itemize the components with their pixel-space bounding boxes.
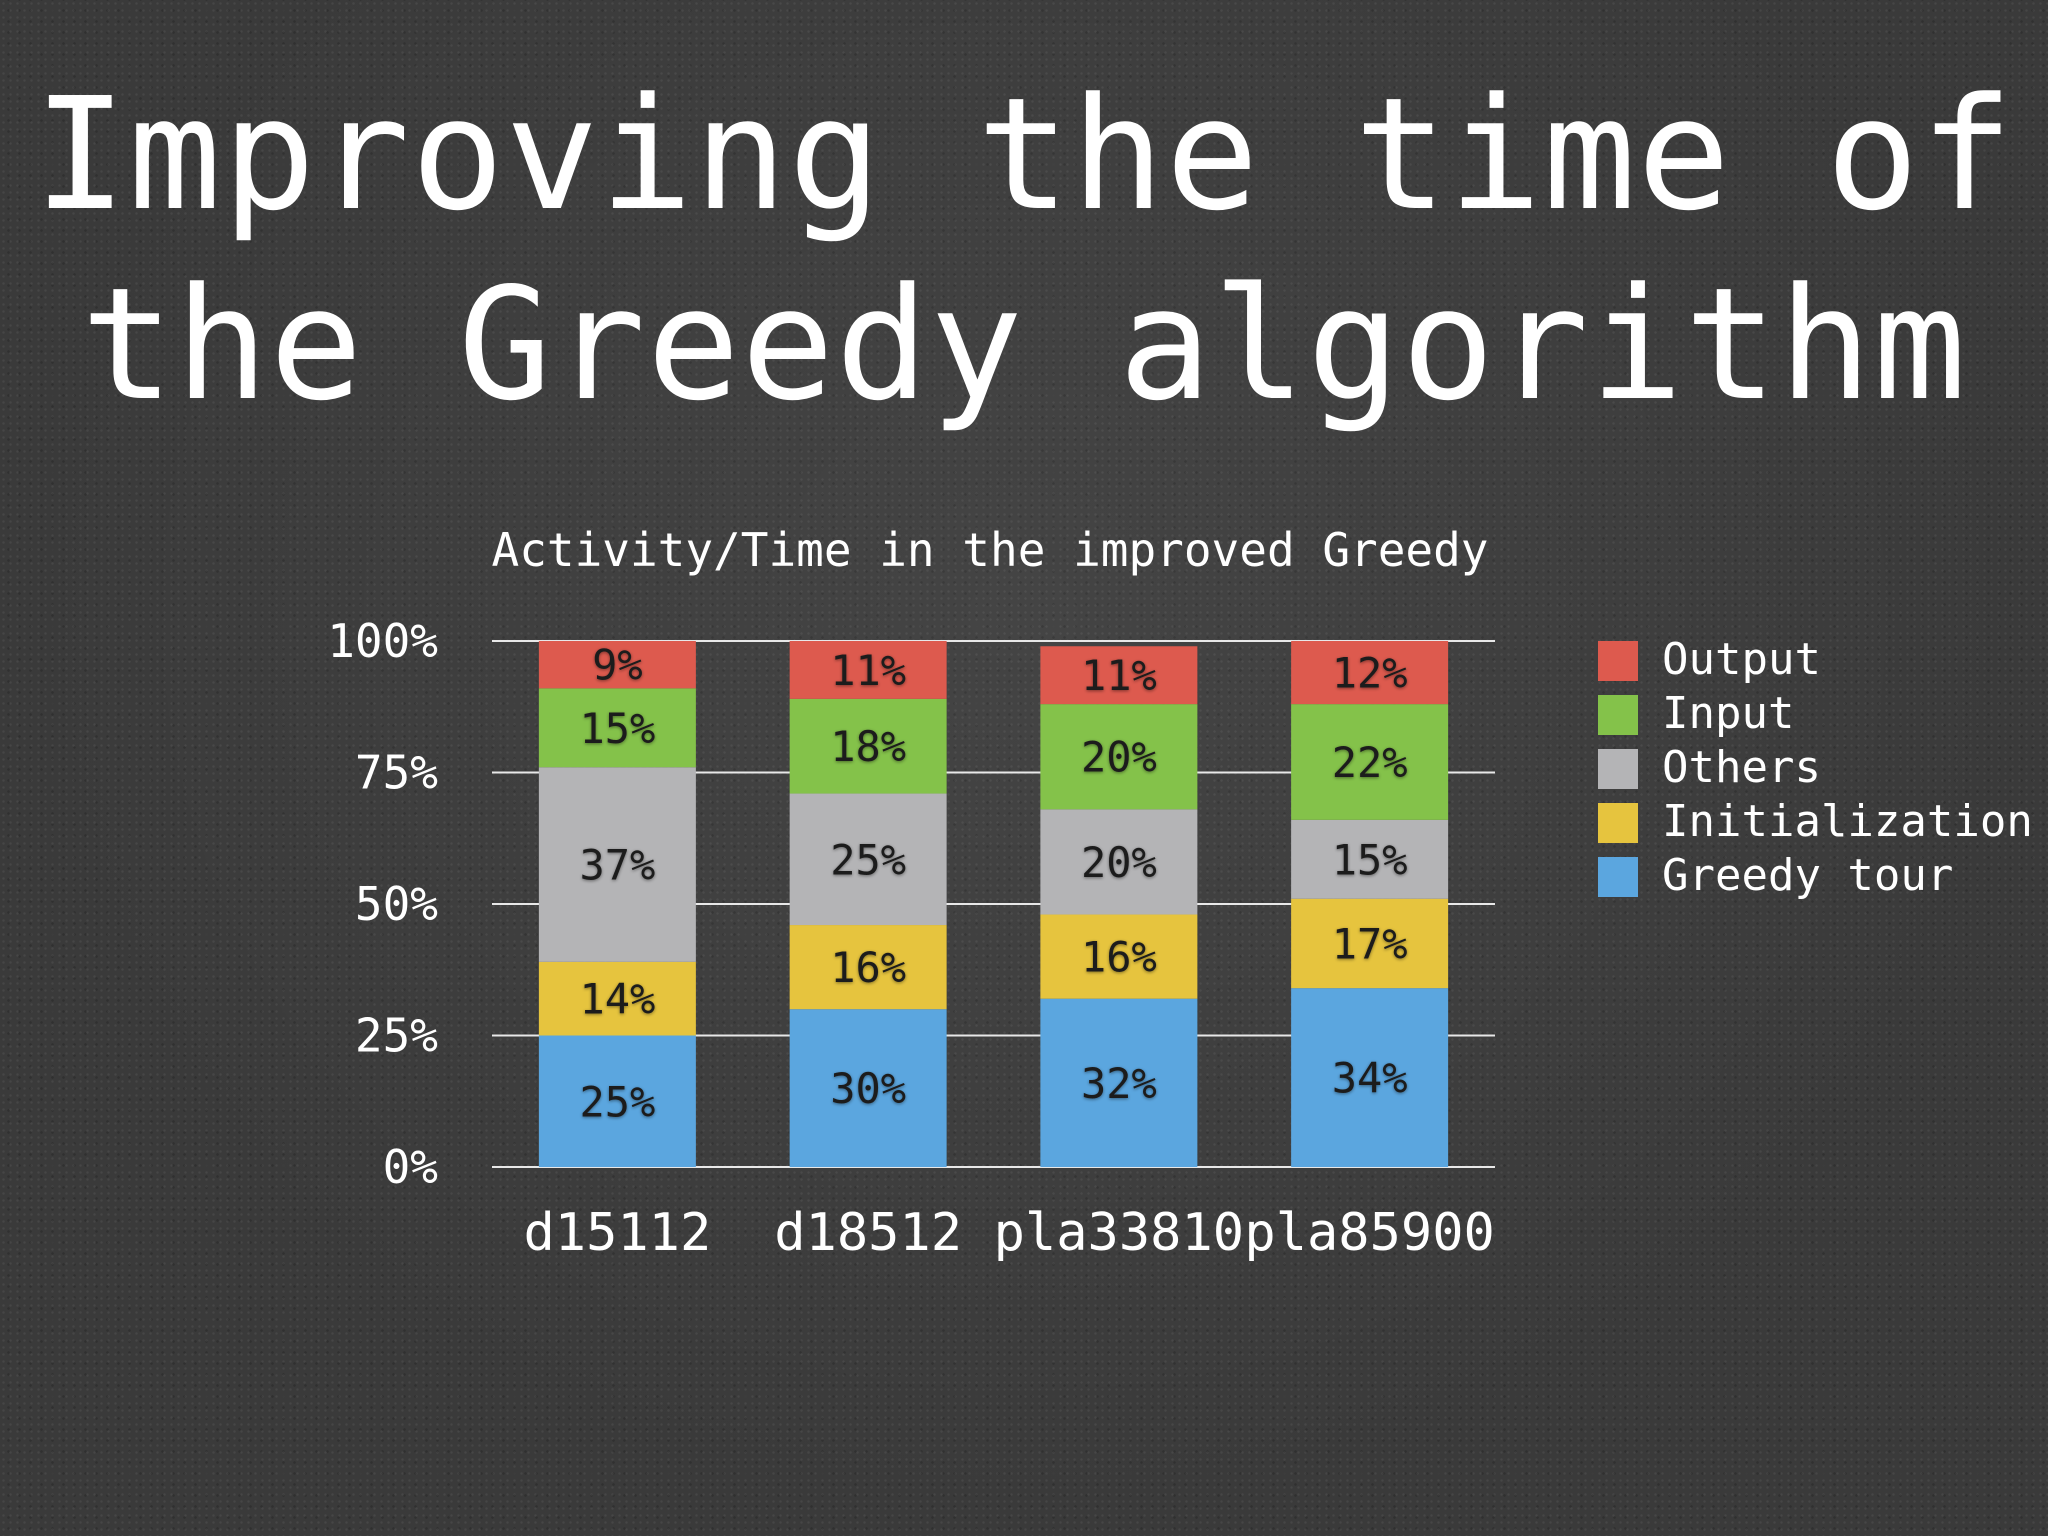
x-tick-label: pla33810: [994, 1203, 1244, 1263]
bar-segment: [538, 961, 696, 1036]
legend-swatch: [1598, 641, 1638, 681]
data-label: 11%: [830, 646, 906, 695]
x-axis-ticks: d15112 d18512 pla33810 pla85900: [523, 1203, 1494, 1263]
legend-label: Greedy tour: [1662, 850, 1953, 901]
legend-swatch: [1598, 749, 1638, 789]
bar-segment: [538, 688, 696, 768]
data-label: 34%: [1332, 1054, 1408, 1103]
data-label: 22%: [1332, 738, 1408, 787]
data-label: 25%: [579, 1077, 655, 1126]
data-label: 16%: [1081, 933, 1157, 982]
legend-swatch: [1598, 695, 1638, 735]
bar-segment: [1291, 898, 1449, 989]
bars: 25% 14% 37% 15% 9% 30% 16% 25% 18% 11% 32% 16% 20% 20…: [538, 641, 1449, 1167]
bar-segment: [538, 641, 696, 689]
bar-segment: [1040, 998, 1198, 1167]
legend-label: Input: [1662, 688, 1794, 739]
bar-segment: [1291, 819, 1449, 899]
bar-segment: [789, 698, 947, 794]
legend-label: Initialization: [1662, 796, 2033, 847]
bar-segment: [1291, 988, 1449, 1167]
bar-segment: [1040, 809, 1198, 915]
data-label: 17%: [1332, 919, 1408, 968]
x-tick-label: d18512: [774, 1203, 962, 1263]
data-label: 9%: [592, 641, 643, 690]
data-label: 15%: [1332, 835, 1408, 884]
data-label: 18%: [830, 722, 906, 771]
bar-segment: [1291, 704, 1449, 820]
slide-title-line-2: the Greedy algorithm: [80, 254, 1968, 435]
bar-segment: [789, 641, 947, 699]
bar-segment: [789, 1009, 947, 1167]
data-label: 32%: [1081, 1059, 1157, 1108]
bar-segment: [1040, 914, 1198, 999]
y-tick-label: 75%: [355, 746, 438, 800]
bar-segment: [789, 793, 947, 926]
bar-segment: [789, 925, 947, 1010]
bar-segment: [1040, 704, 1198, 810]
data-label: 15%: [579, 704, 655, 753]
legend-swatch: [1598, 803, 1638, 843]
data-label: 20%: [1081, 733, 1157, 782]
slide-title: Improving the time of the Greedy algorit…: [0, 60, 2048, 440]
data-label: 16%: [830, 943, 906, 992]
bar-segment: [1291, 641, 1449, 705]
y-tick-label: 0%: [383, 1140, 438, 1194]
data-label: 20%: [1081, 838, 1157, 887]
data-label: 25%: [830, 835, 906, 884]
x-tick-label: d15112: [523, 1203, 711, 1263]
data-label: 11%: [1081, 651, 1157, 700]
data-label: 30%: [830, 1064, 906, 1113]
bar-segment: [1040, 646, 1198, 705]
bar-segment: [538, 1035, 696, 1167]
x-tick-label: pla85900: [1244, 1203, 1494, 1263]
y-tick-label: 25%: [355, 1009, 438, 1063]
y-axis-ticks: 0% 25% 50% 75% 100%: [327, 614, 438, 1194]
data-label: 14%: [579, 975, 655, 1024]
chart-title: Activity/Time in the improved Greedy: [492, 523, 1489, 577]
legend-swatch: [1598, 857, 1638, 897]
legend-label: Output: [1662, 634, 1821, 685]
data-label: 37%: [579, 841, 655, 890]
bar-segment: [538, 767, 696, 962]
y-tick-label: 100%: [327, 614, 438, 668]
data-label: 12%: [1332, 649, 1408, 698]
slide-title-line-1: Improving the time of: [33, 64, 2015, 245]
legend-label: Others: [1662, 742, 1821, 793]
y-tick-label: 50%: [355, 877, 438, 931]
